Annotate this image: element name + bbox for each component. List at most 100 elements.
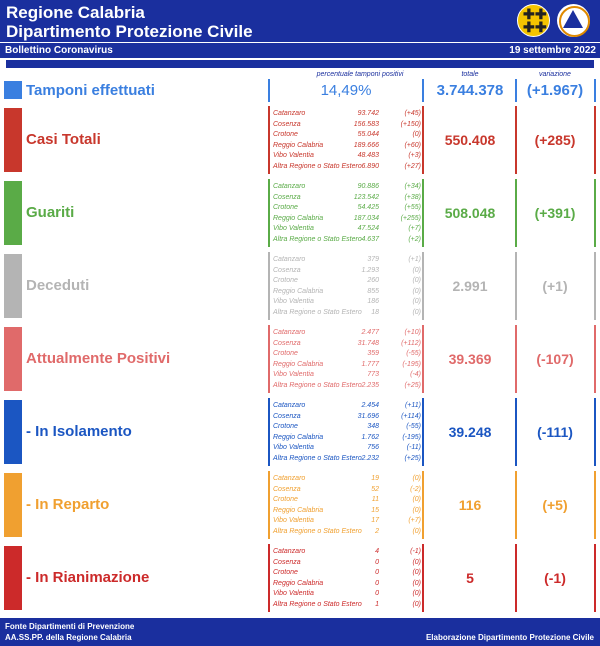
section-swatch [4, 473, 22, 537]
separator [594, 79, 596, 102]
province-value: 90.886 [357, 183, 379, 190]
separator [422, 106, 424, 174]
province-list: Catanzaro 90.886 (+34) Cosenza 123.542 (+38) C… [273, 182, 421, 245]
province-name: Altra Regione o Stato Estero [273, 162, 362, 170]
province-row: Vibo Valentia 48.483 (+3) [273, 151, 421, 162]
tamponi-total: 3.744.378 [436, 82, 504, 99]
province-value: 2 [375, 527, 379, 535]
province-value: 2.232 [361, 454, 379, 462]
province-name: Altra Regione o Stato Estero [273, 527, 362, 535]
separator [594, 325, 596, 393]
section-row: Attualmente Positivi Catanzaro 2.477 (+10) C… [0, 325, 600, 393]
separator [268, 79, 270, 102]
province-delta: (0) [412, 496, 421, 503]
divider-bar [6, 60, 594, 68]
separator [515, 79, 517, 102]
footer-credit: Elaborazione Dipartimento Protezione Civ… [425, 633, 594, 642]
section-variation: (-107) [536, 351, 574, 367]
province-name: Reggio Calabria [273, 360, 324, 368]
header-bar: Regione Calabria Dipartimento Protezione… [0, 0, 600, 42]
province-name: Cosenza [273, 558, 301, 566]
section-row: - In Rianimazione Catanzaro 4 (-1) Cosenza 0 (… [0, 544, 600, 612]
province-row: Cosenza 52 (-2) [273, 485, 421, 496]
province-delta: (+38) [404, 193, 421, 201]
province-delta: (0) [412, 590, 421, 597]
province-delta: (+11) [404, 402, 421, 409]
column-header-percent: percentuale tamponi positivi [316, 71, 404, 78]
separator [515, 471, 517, 539]
province-name: Altra Regione o Stato Estero [273, 235, 362, 243]
province-name: Catanzaro [273, 256, 306, 263]
separator [594, 544, 596, 612]
province-name: Catanzaro [273, 329, 306, 336]
province-delta: (0) [412, 277, 421, 284]
bulletin-label: Bollettino Coronavirus [5, 45, 113, 56]
column-header-variation: variazione [539, 71, 571, 78]
province-delta: (-2) [410, 485, 421, 493]
section-total: 39.248 [448, 424, 492, 440]
section-label: Casi Totali [26, 131, 101, 148]
province-name: Cosenza [273, 266, 301, 274]
section-row: Casi Totali Catanzaro 93.742 (+45) Cosenza 15… [0, 106, 600, 174]
province-delta: (+3) [408, 152, 421, 159]
province-delta: (+114) [401, 412, 421, 420]
province-row: Vibo Valentia 773 (-4) [273, 370, 421, 381]
province-delta: (0) [412, 600, 421, 608]
province-delta: (+7) [408, 225, 421, 232]
province-delta: (0) [412, 475, 421, 482]
province-delta: (+60) [404, 141, 421, 149]
separator [268, 471, 270, 539]
province-row: Catanzaro 2.454 (+11) [273, 401, 421, 412]
province-delta: (0) [412, 298, 421, 305]
province-name: Crotone [273, 204, 298, 211]
province-name: Reggio Calabria [273, 141, 324, 149]
separator [594, 398, 596, 466]
province-name: Cosenza [273, 339, 301, 347]
province-name: Reggio Calabria [273, 579, 324, 587]
province-name: Vibo Valentia [273, 444, 314, 451]
tamponi-variation: (+1.967) [526, 82, 584, 99]
province-value: 18 [371, 308, 379, 316]
province-row: Altra Regione o Stato Estero 2.232 (+25) [273, 454, 421, 465]
province-delta: (-55) [406, 423, 421, 430]
province-value: 756 [367, 444, 379, 451]
province-name: Reggio Calabria [273, 287, 324, 295]
province-value: 2.454 [361, 402, 379, 409]
province-delta: (+55) [404, 204, 421, 211]
province-row: Vibo Valentia 47.524 (+7) [273, 224, 421, 235]
province-row: Reggio Calabria 1.777 (-195) [273, 360, 421, 371]
province-value: 1.777 [361, 360, 379, 368]
province-value: 55.044 [357, 131, 379, 138]
province-row: Altra Regione o Stato Estero 2 (0) [273, 527, 421, 538]
province-value: 48.483 [357, 152, 379, 159]
separator [422, 471, 424, 539]
province-delta: (+7) [408, 517, 421, 524]
province-name: Vibo Valentia [273, 517, 314, 524]
province-delta: (+1) [408, 256, 421, 263]
province-delta: (-195) [402, 360, 421, 368]
province-value: 2.477 [361, 329, 379, 336]
footer-source-line1: Fonte Dipartimenti di Prevenzione [5, 622, 135, 631]
province-name: Cosenza [273, 485, 301, 493]
province-row: Crotone 348 (-55) [273, 422, 421, 433]
province-row: Cosenza 1.293 (0) [273, 266, 421, 277]
province-row: Reggio Calabria 855 (0) [273, 287, 421, 298]
separator [422, 79, 424, 102]
province-name: Vibo Valentia [273, 590, 314, 597]
province-delta: (0) [412, 506, 421, 514]
separator [515, 179, 517, 247]
separator [268, 179, 270, 247]
province-value: 1.762 [361, 433, 379, 441]
province-value: 773 [367, 371, 379, 378]
province-value: 123.542 [353, 193, 379, 201]
province-delta: (-4) [410, 371, 421, 378]
province-row: Catanzaro 93.742 (+45) [273, 109, 421, 120]
province-name: Vibo Valentia [273, 225, 314, 232]
separator [515, 106, 517, 174]
province-row: Cosenza 156.583 (+150) [273, 120, 421, 131]
province-row: Reggio Calabria 1.762 (-195) [273, 433, 421, 444]
province-row: Vibo Valentia 0 (0) [273, 589, 421, 600]
province-name: Catanzaro [273, 183, 306, 190]
section-swatch [4, 108, 22, 172]
province-row: Crotone 359 (-55) [273, 349, 421, 360]
